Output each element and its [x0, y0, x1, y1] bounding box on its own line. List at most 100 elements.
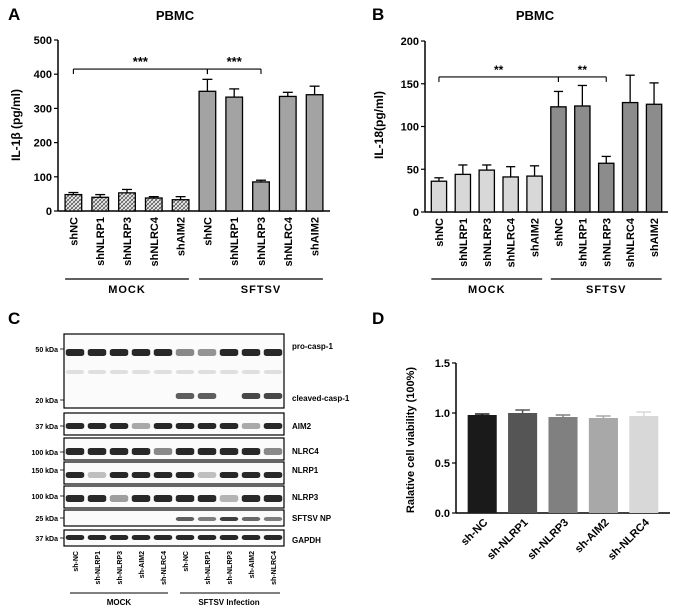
blot-band — [197, 349, 217, 356]
chart-d-ylabel: Ralative cell viability (100%) — [405, 367, 417, 513]
blot-band — [109, 349, 129, 356]
blot-band — [153, 448, 173, 455]
significance-label: ** — [578, 63, 588, 77]
blot-band — [153, 535, 173, 540]
blot-band — [241, 349, 261, 356]
y-tick-label: 150 — [401, 79, 419, 91]
bar-shaim2 — [526, 175, 543, 213]
bar-sh-aim2 — [588, 418, 618, 513]
bar-shnlrc4 — [621, 101, 639, 213]
blot-band — [131, 349, 151, 356]
x-tick-label: shNLRP3 — [601, 218, 613, 267]
blot-band — [109, 472, 129, 478]
x-tick-label: shNLRP3 — [122, 217, 134, 266]
x-tick-label: shNC — [553, 218, 565, 247]
chart-il18: PBMC IL-18(pg/ml) 0 50 100 150 200 shNC shNLRP… — [372, 8, 668, 296]
blot-band — [197, 517, 217, 521]
mw-label: 37 kDa — [35, 424, 58, 431]
blot-band — [109, 423, 129, 429]
blot-band — [197, 393, 217, 399]
blot-band — [131, 472, 151, 478]
y-tick-label: 50 — [407, 164, 419, 176]
y-tick-label: 1.5 — [435, 358, 450, 370]
x-tick-label: shNC — [202, 217, 214, 246]
lane-label: sh-NLRC4 — [161, 551, 168, 585]
x-tick-label: shNLRP3 — [482, 218, 494, 267]
blot-band — [175, 349, 195, 356]
blot-band — [131, 423, 151, 429]
blot-band — [219, 517, 239, 521]
blot-band — [175, 517, 195, 521]
blot-band — [153, 423, 173, 429]
panel-label-c: C — [8, 309, 20, 328]
blot-panel — [63, 461, 285, 485]
blot-band — [197, 495, 217, 502]
blot-band — [109, 495, 129, 502]
group-label-sftsv: SFTSV Infection — [198, 598, 259, 607]
y-tick-label: 1.0 — [435, 408, 450, 420]
bar-shnc — [198, 90, 217, 212]
blot-band — [219, 370, 239, 374]
blot-band — [131, 370, 151, 374]
mw-label: 100 kDa — [32, 450, 59, 457]
bar-shaim2 — [305, 94, 324, 212]
chart-il1b: PBMC IL-1β (pg/ml) 0 100 200 300 400 500 shNC s… — [9, 8, 330, 296]
blot-band — [65, 495, 85, 502]
x-tick-label: shNLRC4 — [149, 216, 161, 266]
bar-shaim2 — [645, 103, 663, 213]
protein-label: cleaved-casp-1 — [292, 394, 350, 403]
chart-a-title: PBMC — [156, 8, 195, 23]
blot-panel — [63, 412, 285, 436]
x-tick-label: sh-NLRP3 — [525, 517, 571, 563]
blot-band — [219, 423, 239, 429]
y-tick-label: 0 — [46, 206, 52, 218]
x-tick-label: shAIM2 — [649, 218, 661, 257]
x-tick-label: sh-AIM2 — [573, 517, 612, 556]
western-blot: 50 kDa 20 kDa pro-casp-1 cleaved-casp-1 37 k… — [32, 333, 350, 607]
significance-label: *** — [227, 54, 243, 69]
blot-band — [109, 370, 129, 374]
mw-label: 37 kDa — [35, 536, 58, 543]
mw-label: 100 kDa — [32, 494, 59, 501]
blot-band — [87, 370, 107, 374]
blot-band — [263, 472, 283, 478]
x-tick-label: shAIM2 — [530, 218, 542, 257]
protein-label: GAPDH — [292, 536, 321, 545]
lane-label: sh-NC — [73, 551, 80, 572]
x-tick-label: shNLRP1 — [458, 218, 470, 267]
blot-band — [263, 535, 283, 540]
group-label: SFTSV — [586, 284, 626, 296]
x-tick-label: shNLRP1 — [229, 217, 241, 266]
y-tick-label: 200 — [34, 138, 52, 150]
y-tick-label: 0 — [413, 207, 419, 219]
blot-band — [219, 448, 239, 455]
blot-band — [87, 349, 107, 356]
blot-band — [65, 370, 85, 374]
x-tick-label: sh-NLRC4 — [606, 516, 653, 563]
bar-shnc — [64, 193, 83, 212]
bar-sh-nlrc4 — [629, 416, 659, 513]
lane-label: sh-NC — [183, 551, 190, 572]
blot-band — [131, 495, 151, 502]
blot-band — [263, 495, 283, 502]
blot-band — [109, 535, 129, 540]
y-tick-label: 500 — [34, 35, 52, 47]
group-label: MOCK — [108, 284, 146, 296]
bar-shnc — [430, 180, 448, 213]
y-tick-label: 100 — [401, 122, 419, 134]
blot-band — [109, 448, 129, 455]
blot-band — [241, 448, 261, 455]
group-label: MOCK — [468, 284, 506, 296]
bar-shnlrc4 — [502, 176, 519, 213]
blot-band — [87, 423, 107, 429]
blot-band — [175, 495, 195, 502]
chart-b-title: PBMC — [516, 8, 555, 23]
protein-label: AIM2 — [292, 422, 312, 431]
blot-band — [65, 349, 85, 356]
blot-band — [219, 349, 239, 356]
bar-sh-nlrp1 — [508, 413, 538, 513]
blot-band — [65, 448, 85, 455]
protein-label: SFTSV NP — [292, 514, 332, 523]
x-tick-label: shNLRC4 — [625, 217, 637, 267]
